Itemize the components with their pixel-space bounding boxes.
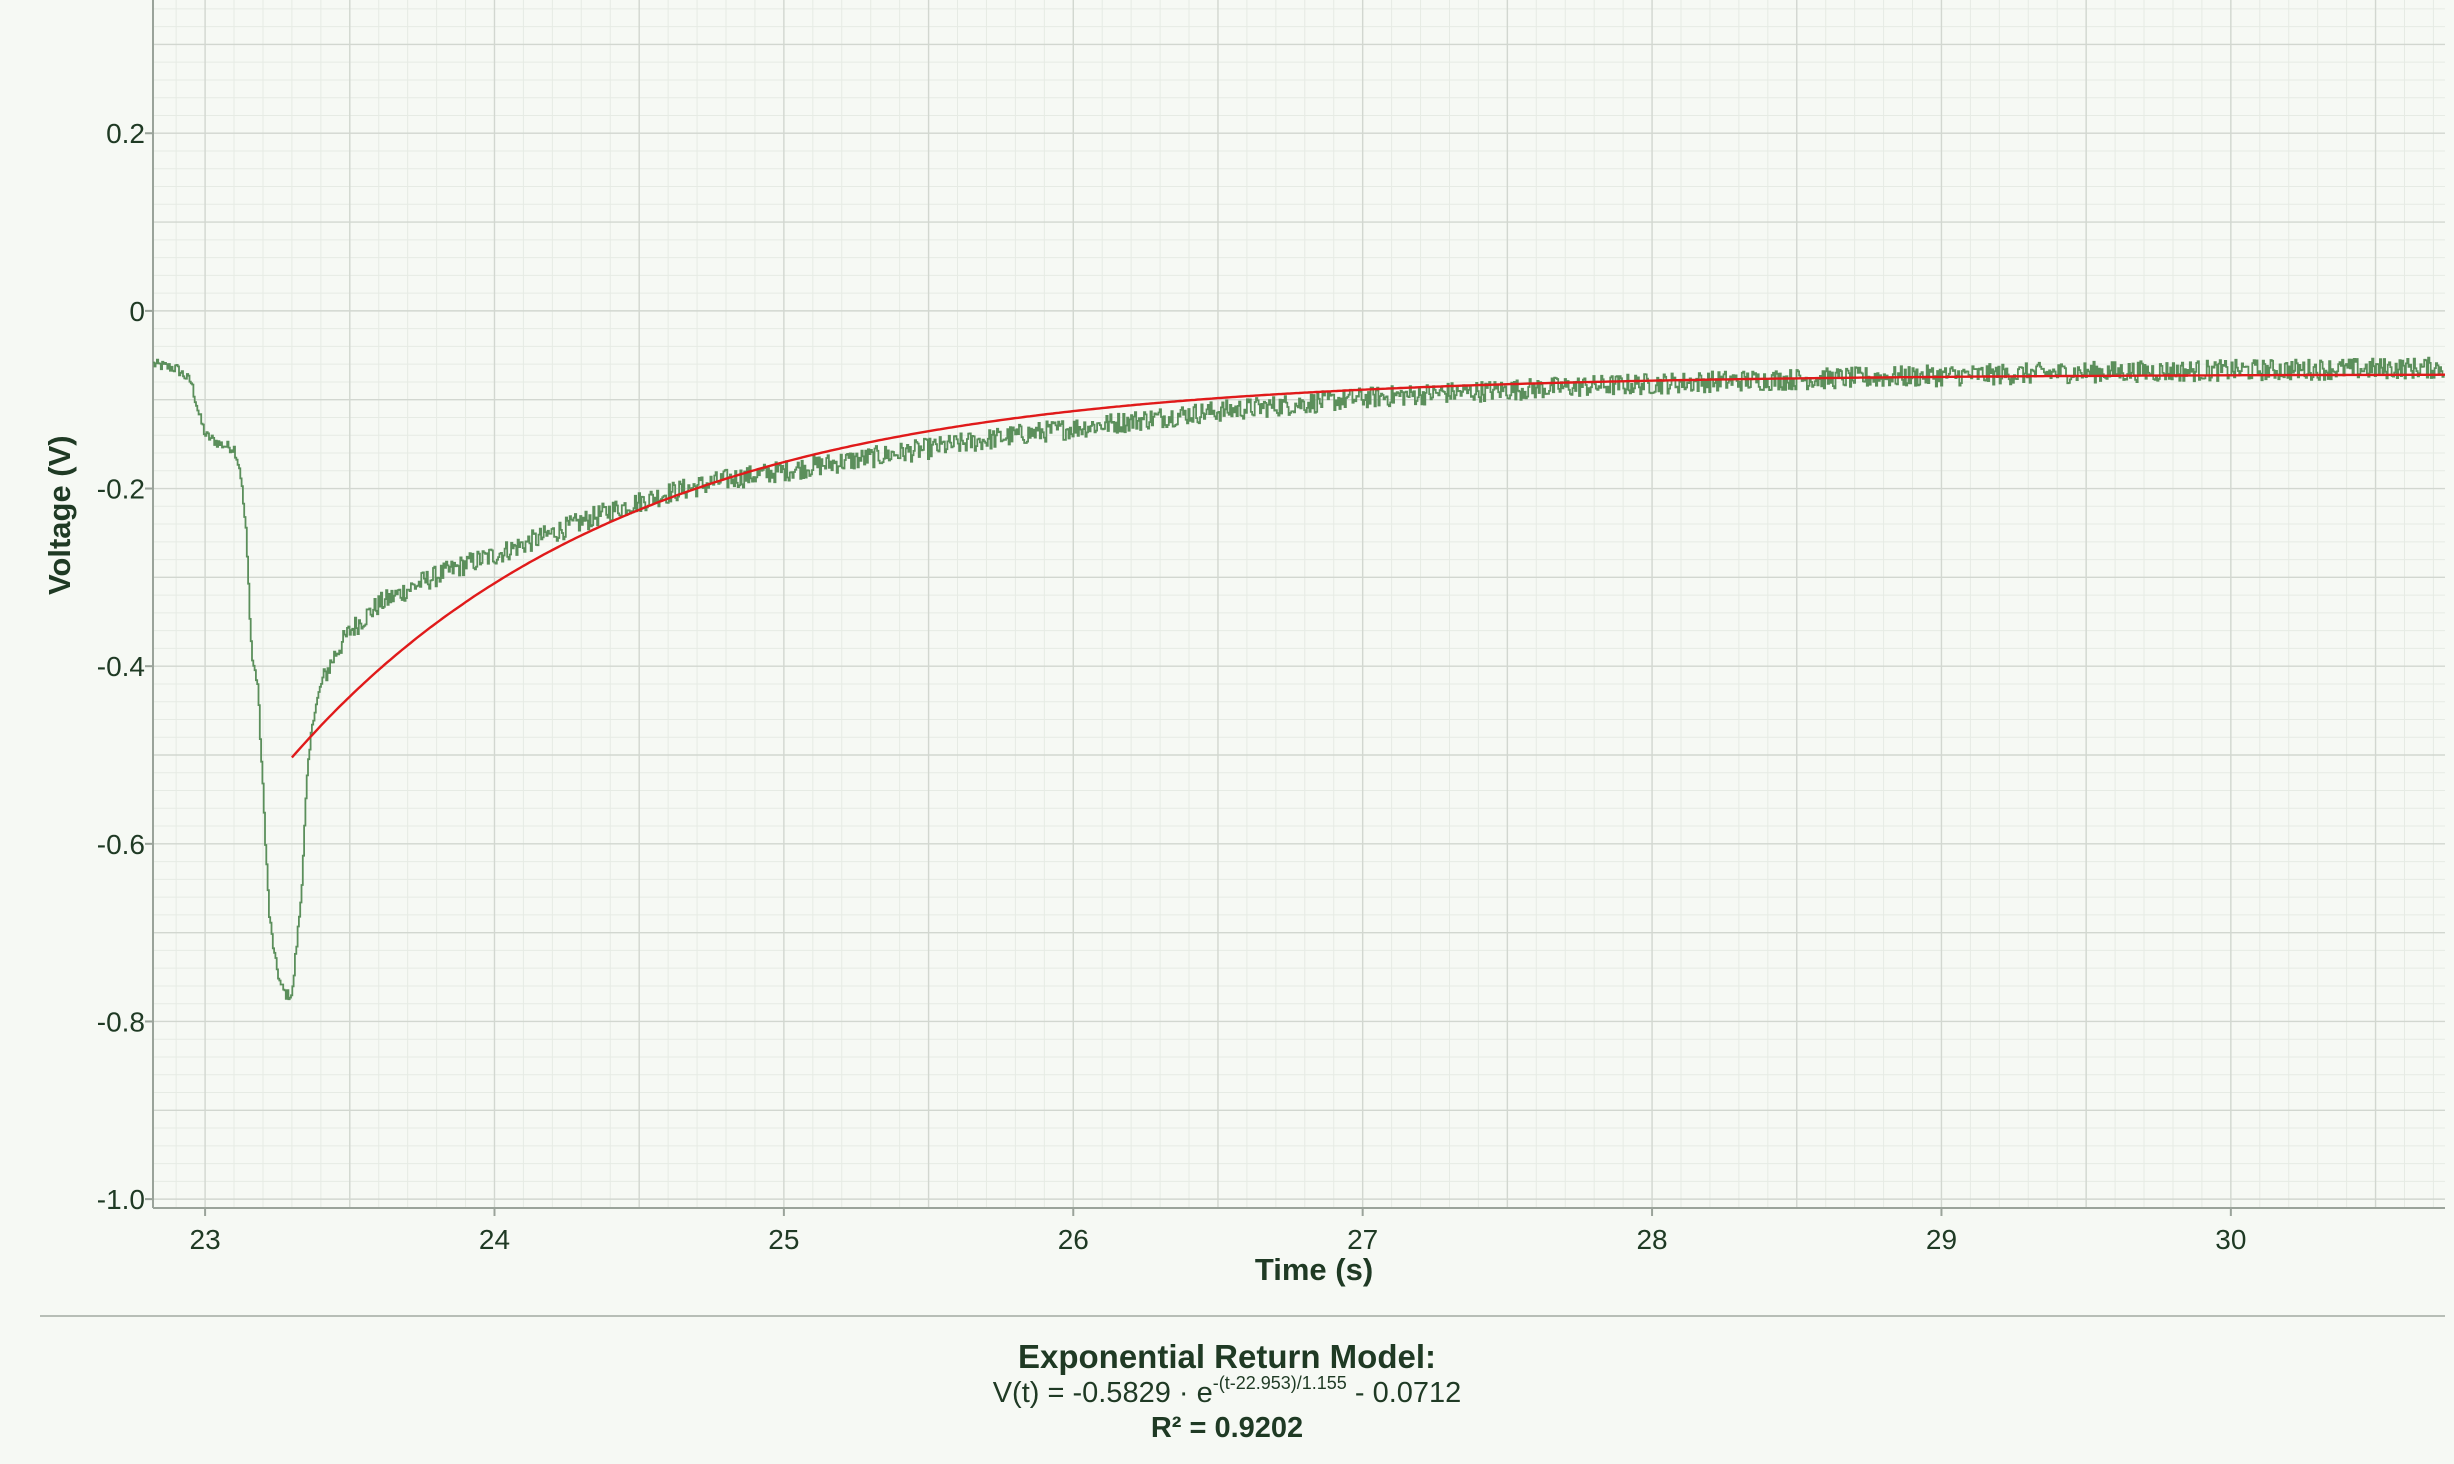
x-tick-label: 26 bbox=[1058, 1224, 1089, 1255]
exponential-fit-line bbox=[290, 373, 2445, 759]
x-tick-label: 29 bbox=[1926, 1224, 1957, 1255]
x-axis-ticks: 23 24 25 26 27 28 29 30 bbox=[190, 1208, 2246, 1255]
model-equation: V(t) = -0.5829 · e-(t-22.953)/1.155 - 0.… bbox=[0, 1373, 2454, 1410]
x-tick-label: 28 bbox=[1636, 1224, 1667, 1255]
divider bbox=[40, 1315, 2445, 1317]
minor-grid bbox=[153, 0, 2445, 1208]
measured-voltage-line bbox=[153, 356, 2445, 1001]
x-axis-title: Time (s) bbox=[1255, 1252, 1373, 1287]
major-grid bbox=[153, 0, 2445, 1208]
y-tick-label: 0 bbox=[129, 296, 145, 327]
y-tick-label: -0.4 bbox=[97, 651, 145, 682]
x-tick-label: 25 bbox=[768, 1224, 799, 1255]
plot-axes bbox=[152, 0, 2445, 1209]
equation-prefix: V(t) = -0.5829 · e bbox=[992, 1377, 1213, 1409]
equation-exponent: -(t-22.953)/1.155 bbox=[1212, 1373, 1347, 1393]
y-tick-label: -0.8 bbox=[97, 1006, 145, 1037]
model-r-squared: R² = 0.9202 bbox=[1150, 1412, 1304, 1444]
x-tick-label: 24 bbox=[479, 1224, 510, 1255]
model-title: Exponential Return Model: bbox=[1017, 1338, 1436, 1375]
x-tick-label: 30 bbox=[2215, 1224, 2246, 1255]
series-layer bbox=[153, 356, 2445, 1001]
equation-suffix: - 0.0712 bbox=[1346, 1377, 1462, 1409]
y-axis-title: Voltage (V) bbox=[42, 435, 77, 595]
model-summary: Exponential Return Model: V(t) = -0.5829… bbox=[0, 1338, 2454, 1446]
y-axis-ticks: 0.2 0 -0.2 -0.4 -0.6 -0.8 -1.0 bbox=[97, 118, 153, 1215]
y-tick-label: -0.6 bbox=[97, 829, 145, 860]
y-tick-label: -0.2 bbox=[97, 474, 145, 505]
x-tick-label: 23 bbox=[190, 1224, 221, 1255]
y-tick-label: -1.0 bbox=[97, 1184, 145, 1215]
x-tick-label: 27 bbox=[1347, 1224, 1378, 1255]
y-tick-label: 0.2 bbox=[106, 118, 145, 149]
voltage-time-plot: 23 24 25 26 27 28 29 30 0.2 0 -0.2 -0.4 -0.6 -0.8 -1.… bbox=[42, 0, 2445, 1287]
